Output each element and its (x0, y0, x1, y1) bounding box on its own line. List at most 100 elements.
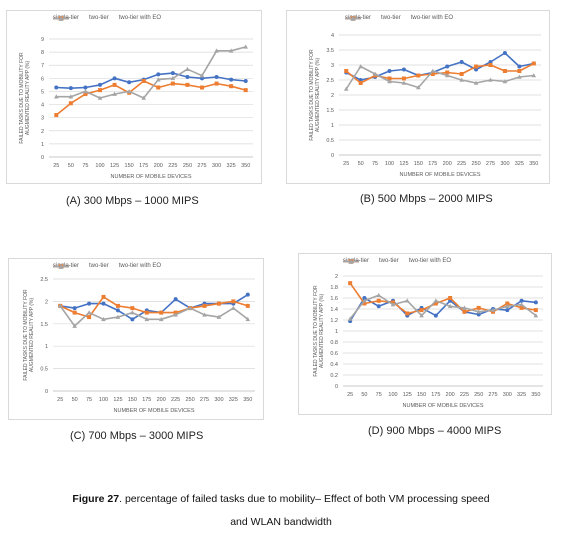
data-point-two-tier-eo (531, 73, 537, 78)
data-point-two-tier (419, 308, 424, 313)
y-tick-label: 1.4 (330, 307, 338, 313)
y-tick-label: 0 (45, 389, 48, 395)
data-point-two-tier (344, 69, 349, 73)
x-axis-label: NUMBER OF MOBILE DEVICES (403, 403, 484, 409)
data-point-two-tier-eo (231, 305, 236, 310)
data-point-two-tier (430, 72, 435, 76)
y-tick-label: 3.5 (326, 48, 334, 54)
series-line-single-tier (349, 297, 536, 322)
y-tick-label: 0.8 (330, 340, 338, 346)
data-point-two-tier-eo (404, 298, 410, 303)
data-point-single-tier (517, 64, 522, 69)
data-point-two-tier (533, 308, 538, 313)
y-tick-label: 3 (331, 63, 334, 69)
series-line-two-tier (349, 282, 537, 315)
x-tick-label: 125 (403, 392, 412, 398)
figure-caption-text-1: . percentage of failed tasks due to mobi… (119, 493, 490, 505)
data-point-two-tier-eo (401, 80, 407, 85)
x-tick-label: 150 (417, 392, 426, 398)
x-tick-label: 125 (113, 397, 122, 403)
data-point-single-tier (156, 72, 161, 77)
legend-item-two-tier-eo: two-tier with EO (343, 258, 452, 264)
legend-label: two-tier (379, 258, 399, 264)
x-tick-label: 300 (214, 397, 223, 403)
data-point-two-tier (433, 301, 438, 306)
data-point-single-tier (502, 51, 507, 55)
x-tick-label: 350 (241, 163, 250, 169)
data-point-two-tier-eo (376, 292, 382, 298)
data-point-two-tier (376, 298, 381, 303)
y-axis-label: FAILED TASKS DUE TO MOBILITY FOR (19, 52, 25, 144)
y-tick-label: 1.2 (330, 318, 338, 324)
y-tick-label: 0 (41, 155, 44, 161)
data-point-single-tier (519, 298, 524, 303)
data-point-single-tier (83, 85, 88, 90)
data-point-two-tier-eo (144, 316, 150, 322)
data-point-two-tier (387, 76, 392, 81)
x-tick-label: 200 (446, 392, 455, 398)
data-point-single-tier (401, 67, 406, 72)
data-point-single-tier (87, 301, 92, 306)
x-axis-label: NUMBER OF MOBILE DEVICES (111, 174, 192, 180)
x-tick-label: 25 (347, 392, 353, 398)
data-point-two-tier-eo (358, 64, 363, 69)
y-axis-label: AUGMENTED REALITY APP (%) (319, 294, 325, 369)
x-tick-label: 250 (471, 161, 480, 167)
y-tick-label: 0.5 (40, 367, 48, 373)
x-tick-label: 200 (443, 161, 452, 167)
data-point-two-tier (358, 81, 363, 85)
data-point-two-tier-eo (101, 316, 106, 322)
x-tick-label: 25 (343, 161, 349, 167)
y-tick-label: 2 (45, 299, 48, 305)
data-point-two-tier (115, 303, 120, 308)
data-point-two-tier-eo (419, 313, 424, 318)
x-tick-label: 175 (428, 161, 437, 167)
x-tick-label: 75 (376, 392, 382, 398)
data-point-two-tier-eo (202, 312, 207, 317)
chart-caption: (B) 500 Mbps – 2000 MIPS (360, 193, 493, 205)
data-point-single-tier (533, 300, 538, 305)
data-point-two-tier-eo (185, 66, 190, 71)
x-tick-label: 175 (139, 163, 148, 169)
legend-item-two-tier-eo: two-tier with EO (345, 15, 453, 21)
data-point-two-tier (141, 78, 146, 83)
y-tick-label: 7 (41, 63, 44, 69)
x-tick-label: 75 (82, 163, 88, 169)
x-tick-label: 25 (57, 397, 63, 403)
data-point-two-tier (200, 85, 204, 90)
x-tick-label: 300 (500, 161, 509, 167)
y-tick-label: 2.5 (326, 78, 334, 84)
data-point-two-tier (101, 294, 106, 299)
y-tick-label: 1.5 (40, 322, 48, 328)
x-tick-label: 50 (68, 163, 74, 169)
y-tick-label: 9 (41, 37, 44, 43)
legend-item-two-tier-eo: two-tier with EO (53, 15, 161, 21)
data-point-single-tier (54, 85, 59, 90)
x-tick-label: 25 (53, 163, 59, 169)
legend-marker-two-tier-eo (53, 15, 69, 21)
data-point-single-tier (505, 308, 510, 313)
x-tick-label: 125 (110, 163, 119, 169)
x-tick-label: 300 (503, 392, 512, 398)
data-point-two-tier-eo (158, 316, 164, 322)
data-point-two-tier-eo (216, 314, 222, 319)
x-tick-label: 250 (183, 163, 192, 169)
legend-label: two-tier (381, 15, 401, 21)
data-point-single-tier (130, 317, 135, 322)
x-tick-label: 50 (361, 392, 367, 398)
data-point-two-tier-eo (362, 298, 367, 303)
data-point-two-tier (462, 309, 467, 314)
chart-caption: (C) 700 Mbps – 3000 MIPS (70, 430, 204, 442)
data-point-single-tier (214, 75, 219, 80)
x-tick-label: 325 (227, 163, 236, 169)
legend-label: two-tier (89, 263, 109, 269)
data-point-two-tier-eo (433, 298, 439, 303)
y-tick-label: 1.8 (330, 285, 338, 291)
x-tick-label: 250 (185, 397, 194, 403)
legend-label: two-tier with EO (408, 258, 452, 264)
data-point-two-tier-eo (476, 309, 482, 314)
data-point-single-tier (68, 86, 73, 91)
y-axis-label: AUGMENTED REALITY APP (%) (25, 61, 31, 136)
y-tick-label: 1 (331, 123, 334, 129)
